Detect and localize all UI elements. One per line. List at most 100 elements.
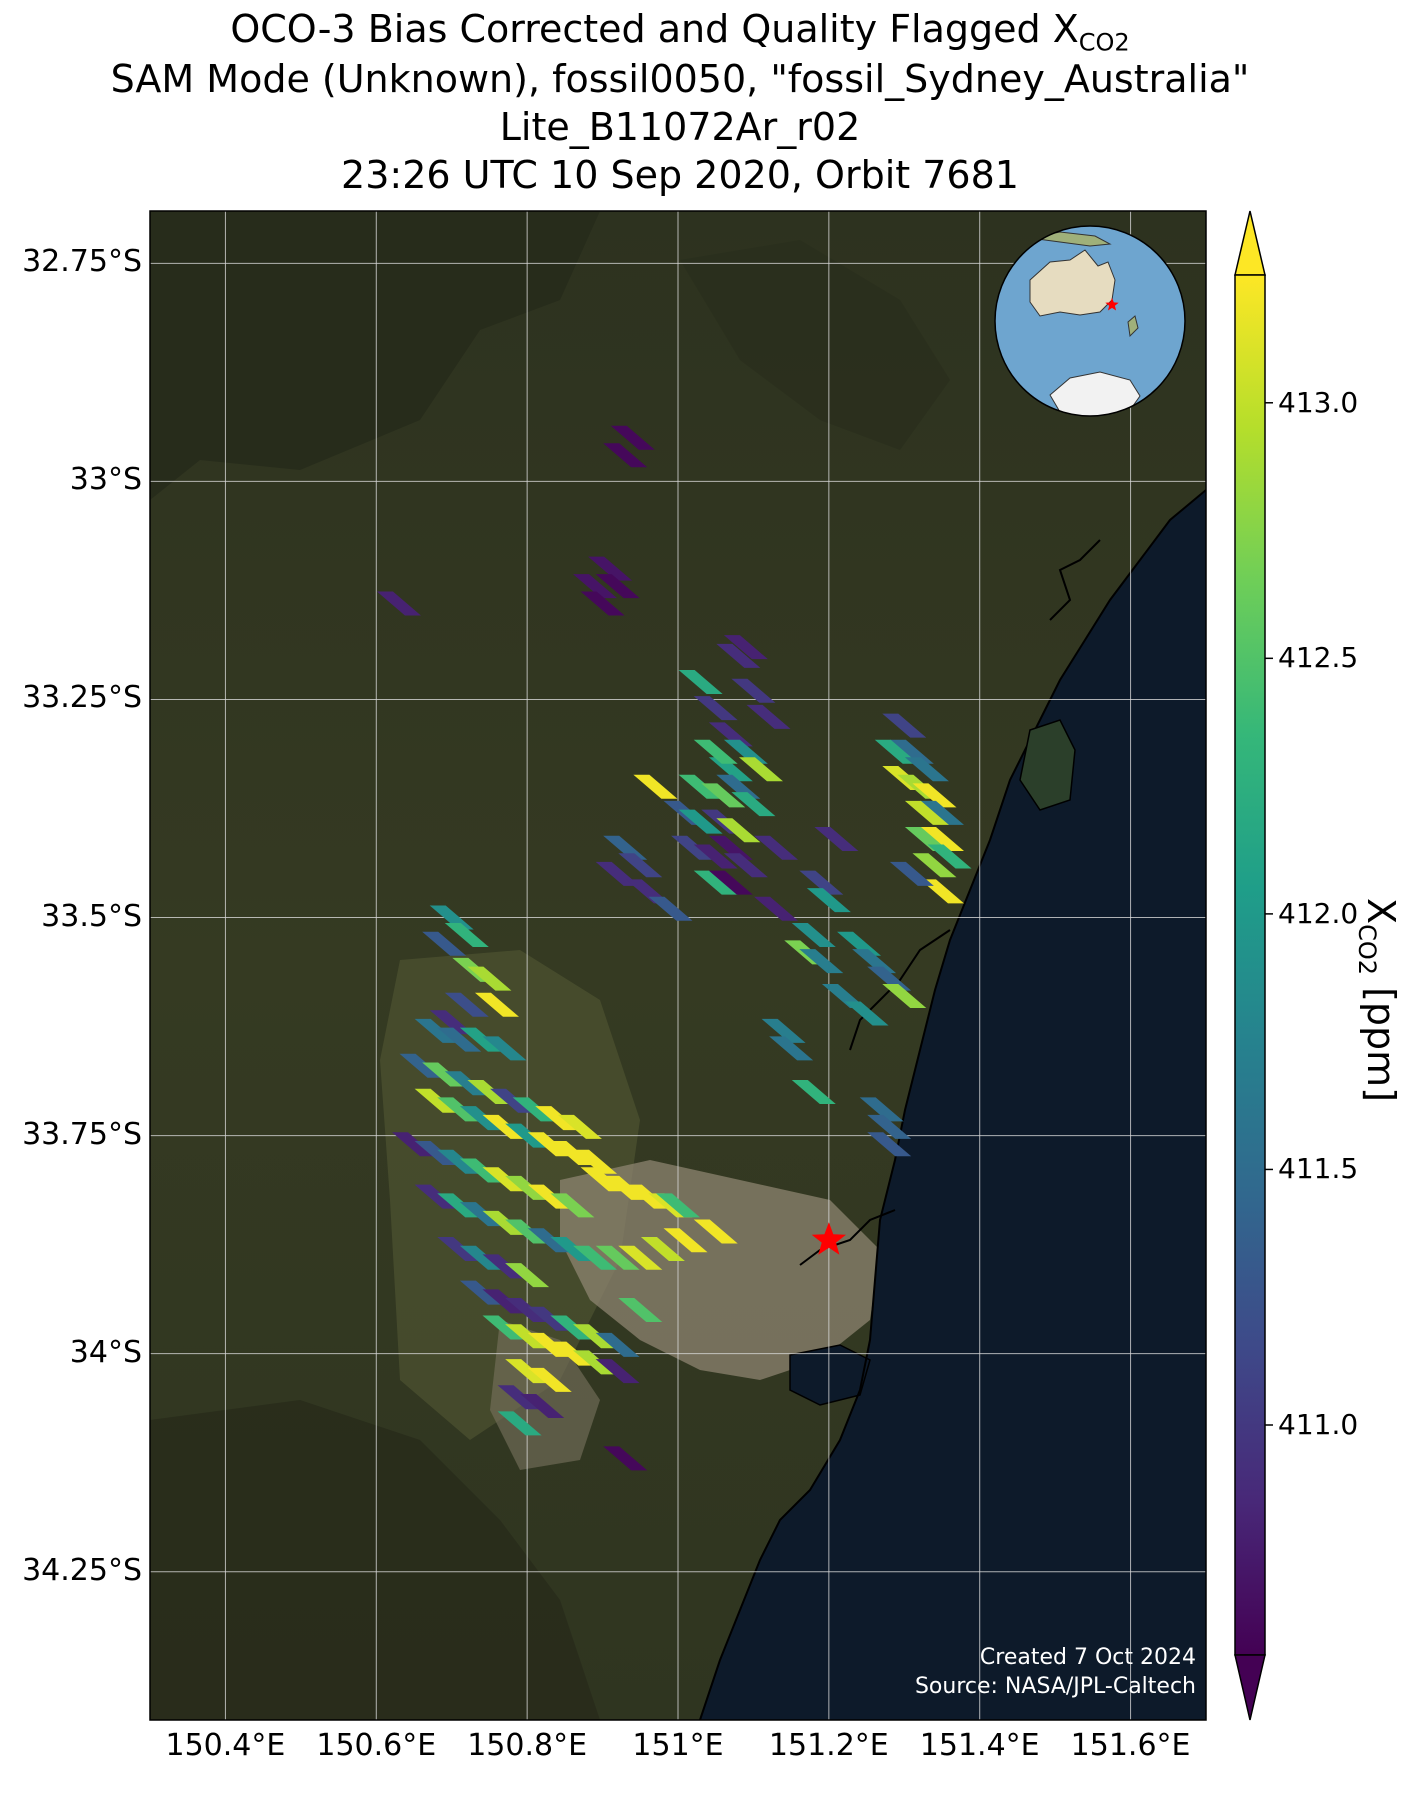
xco2-sounding [482, 1210, 527, 1235]
xco2-sounding [459, 1280, 504, 1305]
xco2-sounding [912, 783, 957, 808]
xco2-sounding [467, 966, 512, 991]
xco2-sounding [573, 1324, 618, 1349]
dark-valleys [680, 240, 950, 450]
xco2-sounding [904, 800, 949, 825]
xco2-sounding [920, 800, 964, 825]
longitude-tick-label: 151.4°E [919, 1728, 1040, 1763]
colorbar-label: XCO2 [ppm] [1353, 898, 1403, 1102]
xco2-sounding [520, 1393, 565, 1418]
xco2-sounding [422, 931, 467, 956]
colorbar-tick-label: 411.5 [1278, 1152, 1359, 1186]
xco2-sounding [490, 1088, 535, 1113]
xco2-sounding [459, 1245, 504, 1270]
xco2-sounding [603, 1175, 648, 1200]
xco2-sounding [791, 1079, 836, 1104]
xco2-sounding [738, 757, 783, 782]
xco2-sounding [708, 870, 753, 895]
xco2-sounding [610, 425, 655, 450]
xco2-sounding [550, 1193, 595, 1218]
xco2-sounding [761, 1018, 806, 1043]
xco2-sounding [580, 1167, 625, 1192]
longitude-tick-label: 150.8°E [467, 1728, 588, 1763]
xco2-sounding [497, 1411, 542, 1436]
chart-title-line2: SAM Mode (Unknown), fossil0050, "fossil_… [110, 57, 1250, 101]
xco2-sounding [550, 1236, 595, 1261]
xco2-sounding [814, 827, 859, 852]
xco2-sounding [769, 1036, 814, 1061]
xco2-sounding [437, 1097, 482, 1122]
xco2-sounding [550, 1315, 595, 1340]
dark-valleys [150, 1400, 600, 1720]
xco2-sounding [912, 853, 957, 878]
chart-title-line3: Lite_B11072Ar_r02 [499, 105, 861, 149]
estuary-waterways [799, 1209, 896, 1266]
xco2-sounding [867, 1114, 912, 1139]
created-date: Created 7 Oct 2024 [979, 1645, 1196, 1670]
urban-area [560, 1160, 880, 1380]
xco2-sounding [693, 870, 738, 895]
coastline [699, 489, 1206, 1720]
colorbar-ticks [1265, 402, 1273, 1426]
xco2-sounding [550, 1141, 595, 1166]
colorbar [1234, 210, 1273, 1721]
colorbar-body [1234, 274, 1266, 1656]
longitude-tick-label: 151.2°E [768, 1728, 889, 1763]
xco2-sounding [482, 1114, 527, 1139]
xco2-sounding [437, 1193, 482, 1218]
xco2-sounding [867, 1132, 912, 1157]
xco2-sounding [459, 1027, 504, 1052]
xco2-sounding [723, 853, 768, 878]
xco2-sounding [716, 643, 761, 668]
latitude-tick-label: 33.5°S [41, 898, 142, 934]
lake-macquarie [1019, 719, 1076, 811]
xco2-soundings [376, 425, 972, 1471]
xco2-sounding [414, 1018, 459, 1043]
latitude-tick-label: 32.75°S [22, 244, 142, 280]
xco2-sounding [754, 896, 799, 921]
xco2-sounding [527, 1367, 572, 1392]
chart-title-line4: 23:26 UTC 10 Sep 2020, Orbit 7681 [341, 153, 1019, 197]
xco2-sounding [482, 1036, 527, 1061]
xco2-sounding [731, 678, 776, 703]
xco2-sounding [376, 591, 421, 616]
xco2-sounding [716, 818, 761, 843]
map-frame [149, 210, 1207, 1721]
xco2-sounding [678, 809, 723, 834]
xco2-sounding [920, 827, 964, 852]
latitude-tick-label: 34.25°S [22, 1552, 142, 1588]
xco2-sounding [595, 574, 640, 599]
globe-new-zealand [1127, 315, 1139, 338]
xco2-sounding [603, 1446, 648, 1471]
xco2-sounding [603, 835, 648, 860]
xco2-sounding [723, 635, 768, 660]
xco2-sounding [482, 1315, 527, 1340]
xco2-sounding [882, 984, 927, 1009]
xco2-sounding [648, 896, 693, 921]
latitude-tick-label: 33.75°S [22, 1116, 142, 1152]
xco2-sounding [505, 1123, 550, 1148]
xco2-sounding [414, 1141, 459, 1166]
xco2-sounding [527, 1184, 572, 1209]
xco2-sounding [444, 992, 489, 1017]
xco2-sounding [505, 1359, 550, 1384]
target-star-icon [811, 1222, 846, 1255]
xco2-sounding [889, 861, 934, 886]
xco2-sounding [754, 835, 799, 860]
xco2-sounding [414, 1088, 459, 1113]
xco2-sounding [791, 922, 836, 947]
xco2-sounding [505, 1219, 550, 1244]
colorbar-tick-label: 411.0 [1278, 1408, 1359, 1441]
xco2-sounding [746, 704, 791, 729]
xco2-sounding [505, 1175, 550, 1200]
estuary-waterways [1049, 539, 1101, 621]
xco2-sounding [573, 1350, 618, 1375]
xco2-sounding [512, 1097, 557, 1122]
xco2-sounding [527, 1228, 572, 1253]
xco2-sounding [497, 1385, 542, 1410]
xco2-sounding [505, 1298, 550, 1323]
xco2-sounding [482, 1254, 527, 1279]
latitude-tick-label: 33.25°S [22, 680, 142, 716]
xco2-sounding [837, 931, 882, 956]
xco2-sounding [437, 1027, 482, 1052]
